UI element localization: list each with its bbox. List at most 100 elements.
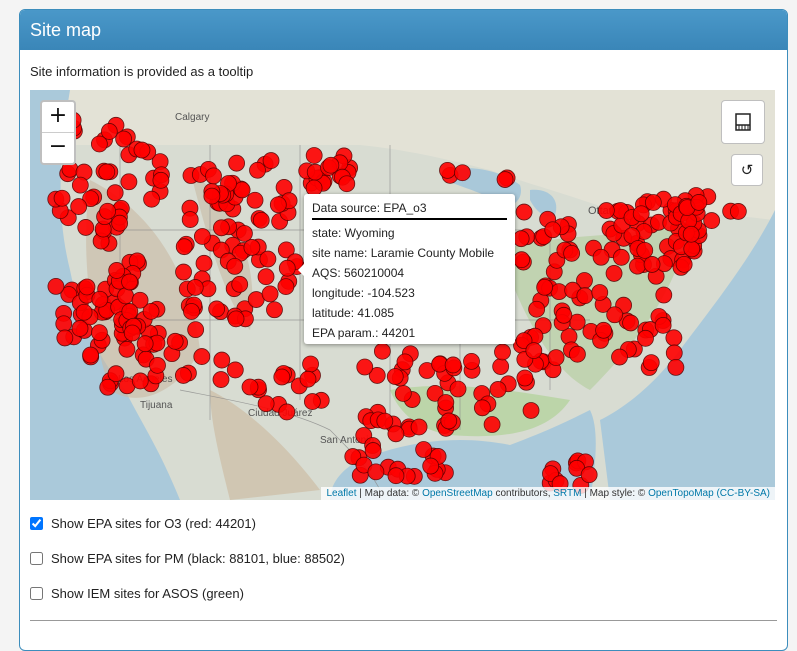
checkbox-iem-asos[interactable]: Show IEM sites for ASOS (green) bbox=[30, 583, 345, 603]
site-marker[interactable] bbox=[515, 203, 533, 221]
site-marker[interactable] bbox=[77, 219, 95, 236]
site-marker[interactable] bbox=[227, 310, 245, 328]
site-marker[interactable] bbox=[683, 240, 701, 258]
leaflet-link[interactable]: Leaflet bbox=[326, 488, 357, 499]
site-marker[interactable] bbox=[55, 315, 73, 333]
site-marker[interactable] bbox=[356, 358, 374, 376]
site-marker[interactable] bbox=[547, 349, 565, 367]
site-marker[interactable] bbox=[444, 356, 462, 374]
site-marker[interactable] bbox=[690, 194, 708, 211]
site-marker[interactable] bbox=[536, 278, 554, 296]
site-marker[interactable] bbox=[622, 314, 639, 332]
site-marker[interactable] bbox=[47, 277, 65, 295]
license-link[interactable]: (CC-BY-SA) bbox=[713, 488, 770, 499]
site-marker[interactable] bbox=[437, 394, 455, 411]
site-marker[interactable] bbox=[667, 358, 685, 376]
site-marker[interactable] bbox=[513, 251, 530, 269]
site-marker[interactable] bbox=[228, 154, 246, 172]
site-marker[interactable] bbox=[269, 196, 287, 214]
checkbox-epa-pm[interactable]: Show EPA sites for PM (black: 88101, blu… bbox=[30, 548, 345, 568]
site-marker[interactable] bbox=[121, 303, 139, 320]
site-marker[interactable] bbox=[522, 402, 540, 419]
site-marker[interactable] bbox=[121, 273, 138, 291]
zoom-in-button[interactable]: + bbox=[48, 103, 68, 128]
site-marker[interactable] bbox=[249, 161, 266, 179]
epa-o3-checkbox[interactable] bbox=[30, 516, 43, 530]
site-marker[interactable] bbox=[454, 164, 471, 182]
site-marker[interactable] bbox=[277, 278, 295, 296]
site-marker[interactable] bbox=[212, 371, 230, 388]
site-marker[interactable] bbox=[299, 370, 317, 388]
site-marker[interactable] bbox=[489, 381, 507, 398]
site-marker[interactable] bbox=[98, 163, 116, 181]
site-marker[interactable] bbox=[654, 316, 672, 334]
site-marker[interactable] bbox=[367, 463, 385, 481]
site-marker[interactable] bbox=[277, 241, 295, 259]
site-marker[interactable] bbox=[56, 329, 74, 347]
site-marker[interactable] bbox=[90, 135, 108, 153]
site-marker[interactable] bbox=[463, 353, 480, 370]
epa-pm-checkbox[interactable] bbox=[30, 551, 43, 565]
site-marker[interactable] bbox=[629, 257, 646, 275]
site-marker[interactable] bbox=[152, 171, 170, 189]
site-marker[interactable] bbox=[322, 156, 340, 174]
site-marker[interactable] bbox=[592, 248, 610, 266]
site-marker[interactable] bbox=[396, 353, 414, 371]
site-marker[interactable] bbox=[386, 368, 404, 385]
site-marker[interactable] bbox=[131, 372, 149, 390]
site-marker[interactable] bbox=[186, 279, 204, 296]
site-marker[interactable] bbox=[205, 167, 222, 185]
site-marker[interactable] bbox=[415, 441, 433, 458]
site-marker[interactable] bbox=[387, 425, 405, 443]
site-marker[interactable] bbox=[175, 263, 192, 281]
site-marker[interactable] bbox=[259, 250, 277, 268]
site-marker[interactable] bbox=[117, 287, 134, 305]
site-marker[interactable] bbox=[252, 211, 270, 229]
osm-link[interactable]: OpenStreetMap bbox=[422, 488, 493, 499]
site-marker[interactable] bbox=[278, 259, 296, 277]
site-marker[interactable] bbox=[195, 254, 213, 272]
site-marker[interactable] bbox=[181, 211, 199, 228]
site-marker[interactable] bbox=[241, 378, 259, 396]
site-marker[interactable] bbox=[120, 173, 138, 191]
site-marker[interactable] bbox=[53, 189, 71, 207]
site-marker[interactable] bbox=[655, 286, 673, 304]
site-marker[interactable] bbox=[440, 412, 458, 430]
site-marker[interactable] bbox=[142, 302, 160, 320]
site-marker[interactable] bbox=[665, 344, 683, 362]
site-marker[interactable] bbox=[682, 225, 700, 243]
site-marker[interactable] bbox=[302, 355, 319, 373]
site-marker[interactable] bbox=[108, 262, 126, 279]
srtm-link[interactable]: SRTM bbox=[553, 488, 582, 499]
site-marker[interactable] bbox=[643, 256, 661, 273]
site-marker[interactable] bbox=[70, 198, 88, 215]
site-marker[interactable] bbox=[193, 348, 211, 365]
site-marker[interactable] bbox=[642, 354, 660, 372]
site-marker[interactable] bbox=[131, 291, 149, 309]
reset-view-button[interactable]: ↺ bbox=[731, 154, 763, 186]
site-marker[interactable] bbox=[606, 306, 624, 324]
site-marker[interactable] bbox=[637, 329, 654, 347]
site-marker[interactable] bbox=[257, 268, 275, 286]
site-marker[interactable] bbox=[187, 321, 205, 339]
iem-asos-checkbox[interactable] bbox=[30, 586, 43, 600]
layers-button[interactable] bbox=[721, 100, 765, 144]
site-marker[interactable] bbox=[208, 300, 226, 318]
site-marker[interactable] bbox=[703, 212, 721, 229]
site-marker[interactable] bbox=[91, 290, 109, 308]
site-marker[interactable] bbox=[193, 228, 211, 245]
site-marker[interactable] bbox=[213, 219, 230, 237]
site-marker[interactable] bbox=[111, 214, 129, 232]
site-marker[interactable] bbox=[595, 321, 612, 339]
site-marker[interactable] bbox=[305, 147, 323, 164]
site-marker[interactable] bbox=[580, 466, 598, 484]
site-marker[interactable] bbox=[166, 332, 184, 350]
site-marker[interactable] bbox=[75, 303, 93, 321]
site-marker[interactable] bbox=[257, 395, 275, 413]
opentopomap-link[interactable]: OpenTopoMap bbox=[648, 488, 714, 499]
site-marker[interactable] bbox=[278, 403, 296, 421]
site-marker[interactable] bbox=[729, 203, 747, 220]
site-marker[interactable] bbox=[262, 152, 280, 169]
site-marker[interactable] bbox=[525, 342, 543, 360]
site-marker[interactable] bbox=[175, 238, 193, 256]
